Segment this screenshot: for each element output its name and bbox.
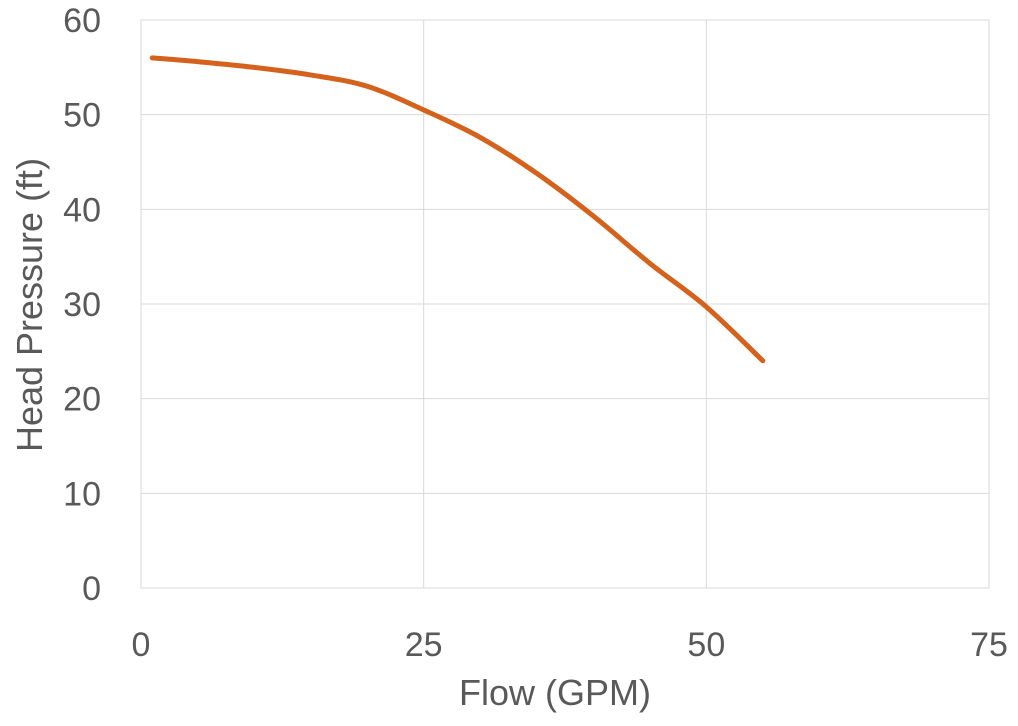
y-tick-label: 10	[63, 475, 101, 513]
x-tick-label: 0	[132, 626, 151, 664]
y-tick-label: 30	[63, 286, 101, 324]
x-tick-label: 75	[970, 626, 1008, 664]
gridlines	[140, 19, 990, 589]
y-tick-label: 40	[63, 191, 101, 229]
y-axis-title: Head Pressure (ft)	[9, 158, 50, 452]
x-tick-label: 25	[405, 626, 443, 664]
y-tick-label: 60	[63, 2, 101, 40]
x-axis-title: Flow (GPM)	[459, 672, 651, 713]
series-line	[149, 55, 766, 364]
y-tick-label: 50	[63, 97, 101, 135]
y-tick-label: 20	[63, 381, 101, 419]
plot-area-border	[140, 19, 990, 589]
axes	[140, 19, 990, 589]
series	[149, 55, 766, 364]
x-tick-label: 50	[687, 626, 725, 664]
y-tick-label: 0	[82, 570, 101, 608]
tick-labels: 0 10 20 30 40 50 60 0 25 50 75	[63, 2, 1008, 664]
